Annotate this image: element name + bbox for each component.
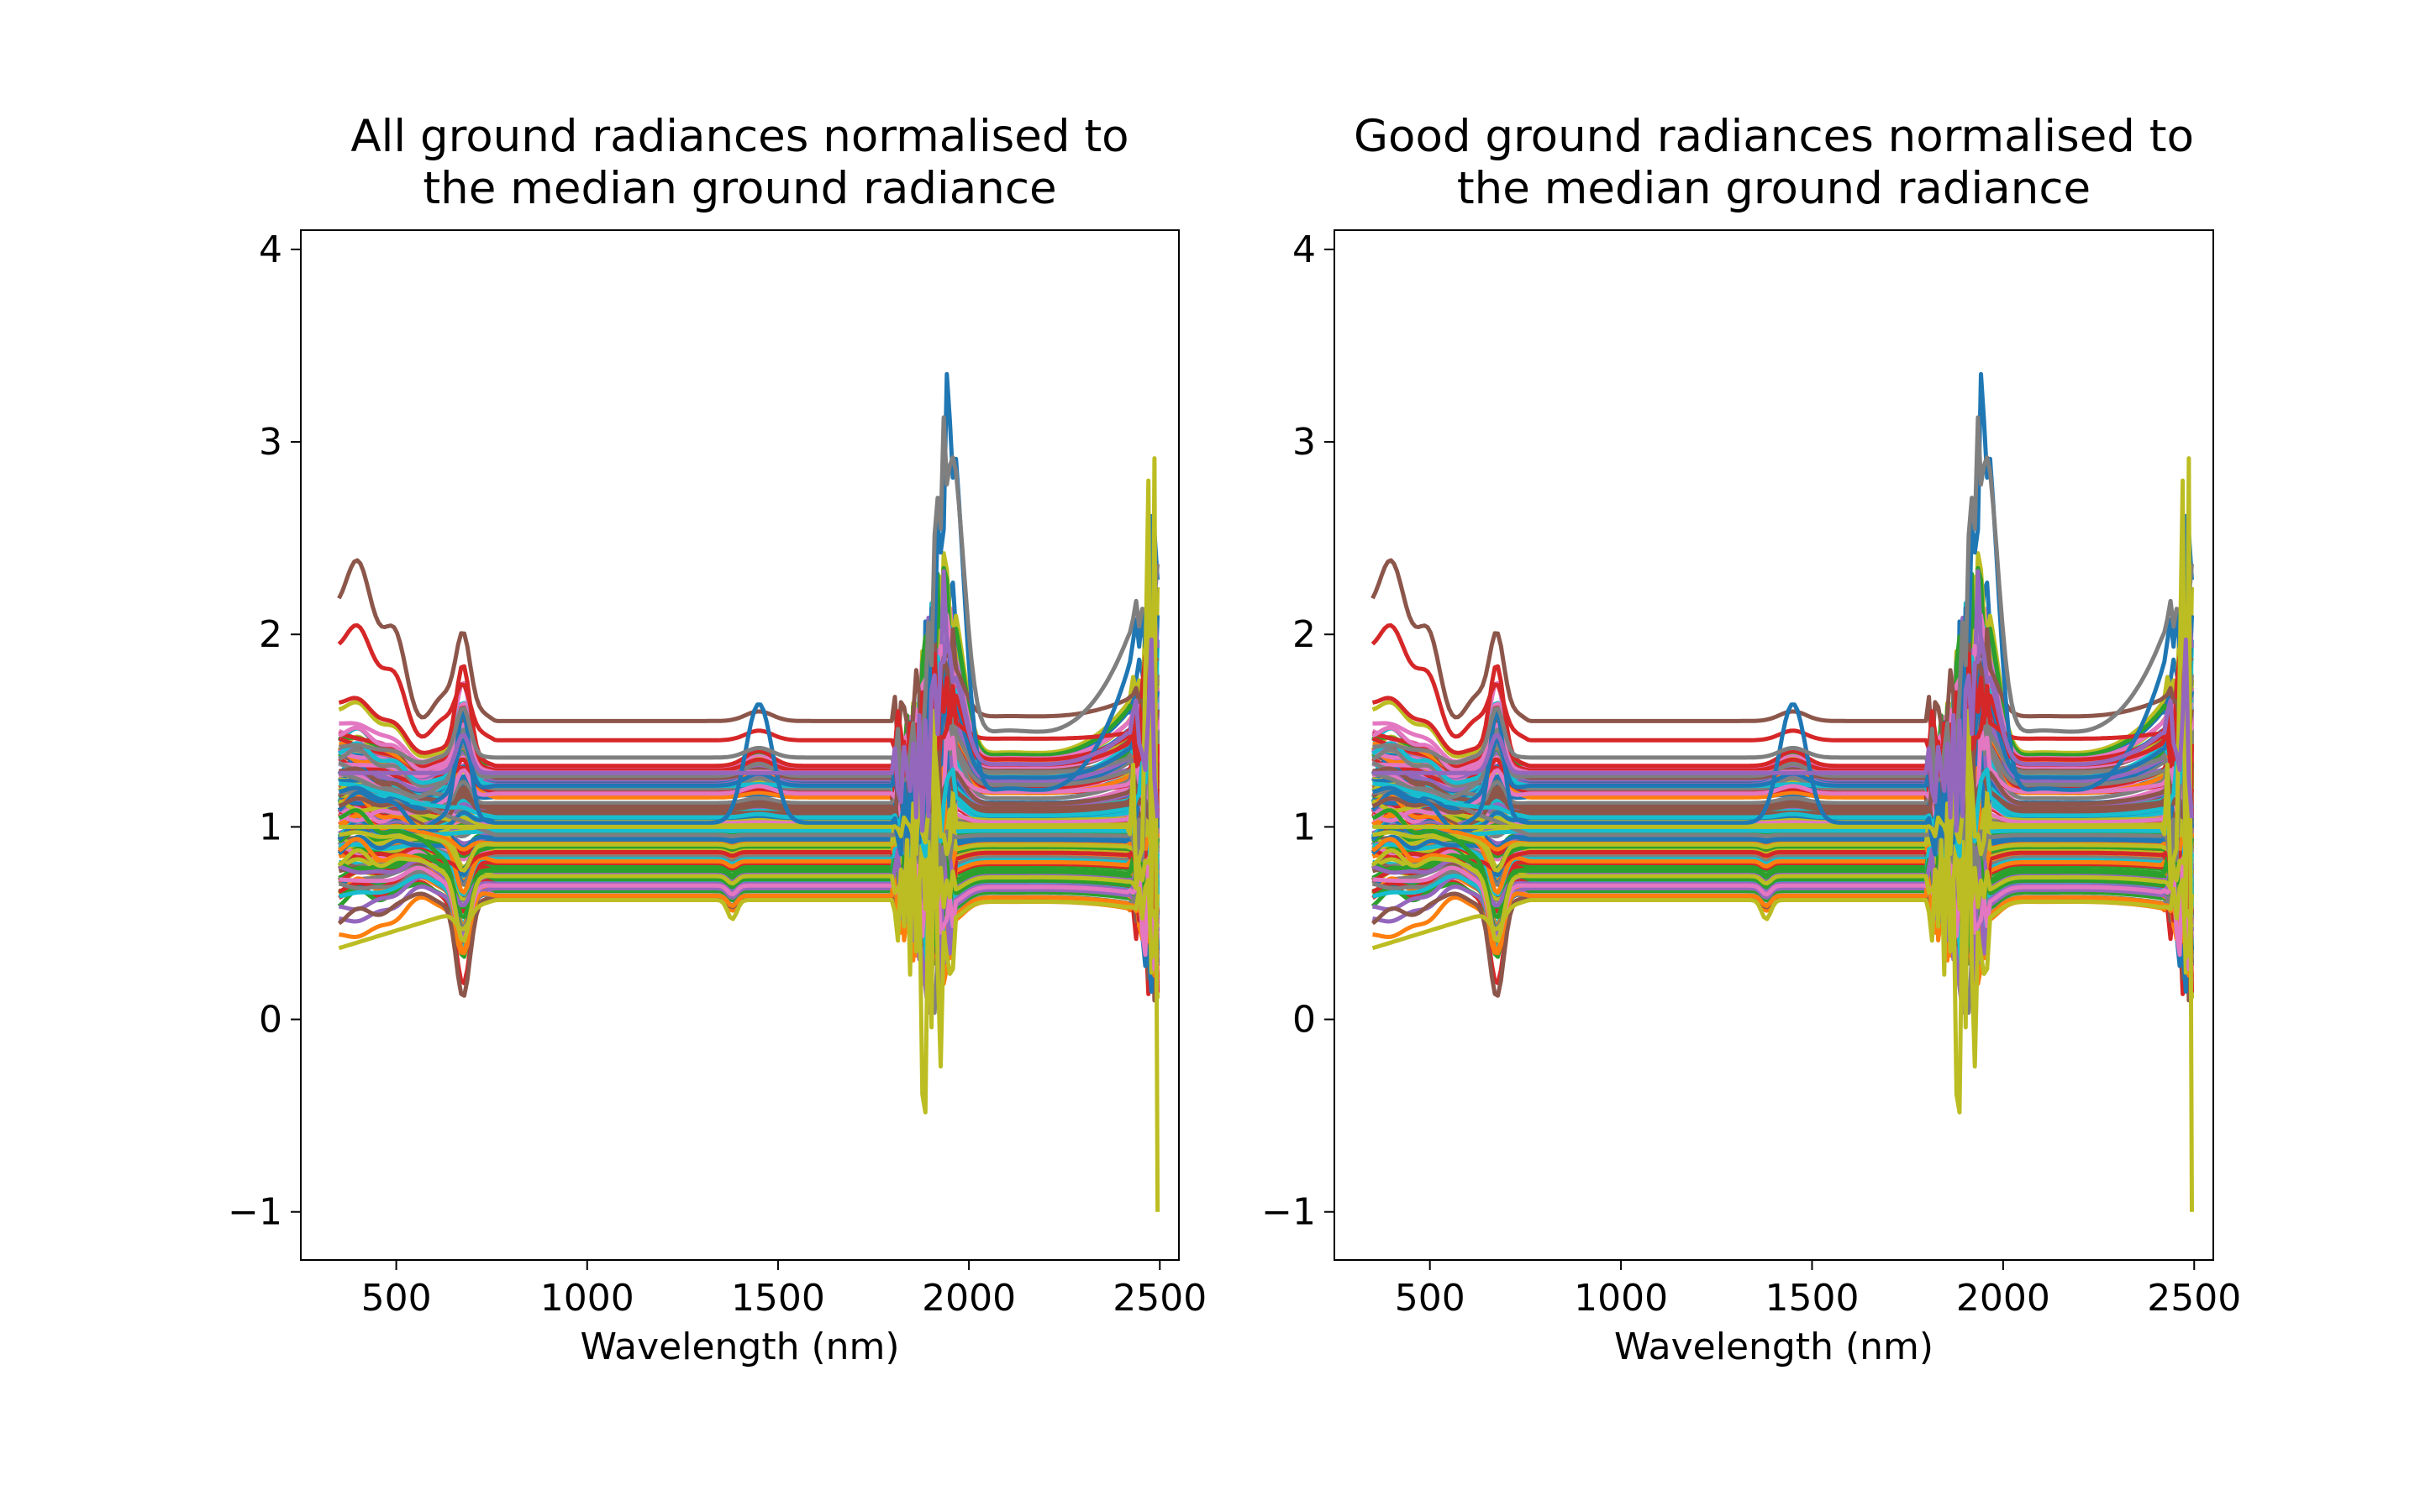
y-tick-label: 1 bbox=[259, 806, 282, 848]
spectrum-line bbox=[339, 800, 1160, 896]
x-tick-label: 2000 bbox=[922, 1277, 1016, 1320]
left-subplot: 500 1000 1500 2000 2500 −1 0 1 2 3 4 All ground rad… bbox=[228, 111, 1207, 1368]
spectrum-line bbox=[339, 634, 1160, 833]
spectrum-line bbox=[338, 769, 1160, 922]
chart-title-line: All ground radiances normalised to bbox=[350, 111, 1128, 162]
spectrum-line bbox=[337, 761, 1160, 904]
spectrum-line bbox=[1371, 654, 2194, 813]
spectrum-line bbox=[338, 654, 1160, 813]
y-tick-label: −1 bbox=[228, 1191, 282, 1234]
spectrum-line bbox=[1372, 742, 2194, 906]
x-tick-label: 500 bbox=[1395, 1277, 1465, 1320]
spectrum-line bbox=[338, 837, 1160, 989]
x-tick-label: 2500 bbox=[2147, 1277, 2241, 1320]
x-tick-label: 1000 bbox=[1574, 1277, 1668, 1320]
right-subplot: 500 1000 1500 2000 2500 −1 0 1 2 3 4 Good ground ra… bbox=[1261, 111, 2241, 1368]
spectrum-line bbox=[1370, 654, 2194, 815]
y-tick-label: 4 bbox=[1292, 228, 1316, 271]
y-tick-label: 2 bbox=[1292, 613, 1316, 656]
spectrum-line bbox=[1371, 769, 2194, 922]
spectrum-line bbox=[1372, 456, 2194, 1212]
spectrum-line bbox=[1370, 761, 2194, 904]
y-tick-label: 2 bbox=[259, 613, 282, 656]
x-tick-label: 1500 bbox=[731, 1277, 825, 1320]
spectrum-line bbox=[1372, 800, 2194, 896]
spectrum-line bbox=[337, 558, 1160, 781]
y-tick-label: 0 bbox=[259, 999, 282, 1042]
x-tick-label: 2500 bbox=[1113, 1277, 1207, 1320]
spectrum-line bbox=[339, 456, 1160, 1212]
y-tick-label: 1 bbox=[1292, 806, 1316, 848]
chart-title-line: Good ground radiances normalised to bbox=[1354, 111, 2194, 162]
axes-frame bbox=[1334, 229, 2214, 1261]
spectrum-line bbox=[339, 415, 1160, 786]
spectrum-line bbox=[1370, 836, 2194, 943]
axes-frame bbox=[300, 229, 1180, 1261]
series-group bbox=[337, 371, 1160, 1212]
spectrum-line bbox=[338, 818, 1160, 939]
y-tick-label: 4 bbox=[259, 228, 282, 271]
spectrum-line bbox=[1371, 708, 2194, 1115]
spectrum-line bbox=[338, 708, 1160, 1115]
y-tick-label: 3 bbox=[259, 421, 282, 464]
y-tick-label: 0 bbox=[1292, 999, 1316, 1042]
spectrum-line bbox=[1370, 558, 2194, 781]
x-tick-label: 1000 bbox=[540, 1277, 634, 1320]
x-axis-label: Wavelength (nm) bbox=[580, 1326, 899, 1368]
x-tick-label: 2000 bbox=[1956, 1277, 2050, 1320]
spectrum-line bbox=[337, 836, 1160, 943]
spectrum-line bbox=[1371, 771, 2194, 932]
spectrum-line bbox=[338, 371, 1160, 858]
spectrum-line bbox=[339, 742, 1160, 906]
spectrum-line bbox=[1371, 371, 2194, 858]
y-tick-label: −1 bbox=[1261, 1191, 1316, 1234]
series-group bbox=[1370, 371, 2194, 1212]
x-tick-label: 1500 bbox=[1765, 1277, 1859, 1320]
chart-title-line: the median ground radiance bbox=[1457, 163, 2091, 214]
spectrum-line bbox=[337, 654, 1160, 815]
spectrum-line bbox=[338, 771, 1160, 932]
x-axis-label: Wavelength (nm) bbox=[1614, 1326, 1933, 1368]
spectrum-line bbox=[1372, 415, 2194, 786]
spectrum-line bbox=[1371, 754, 2194, 946]
spectrum-line bbox=[1371, 837, 2194, 989]
x-tick-label: 500 bbox=[361, 1277, 432, 1320]
spectrum-line bbox=[1372, 634, 2194, 833]
spectrum-line bbox=[1371, 818, 2194, 939]
chart-title-line: the median ground radiance bbox=[423, 163, 1056, 214]
spectrum-line bbox=[338, 754, 1160, 946]
y-tick-label: 3 bbox=[1292, 421, 1316, 464]
